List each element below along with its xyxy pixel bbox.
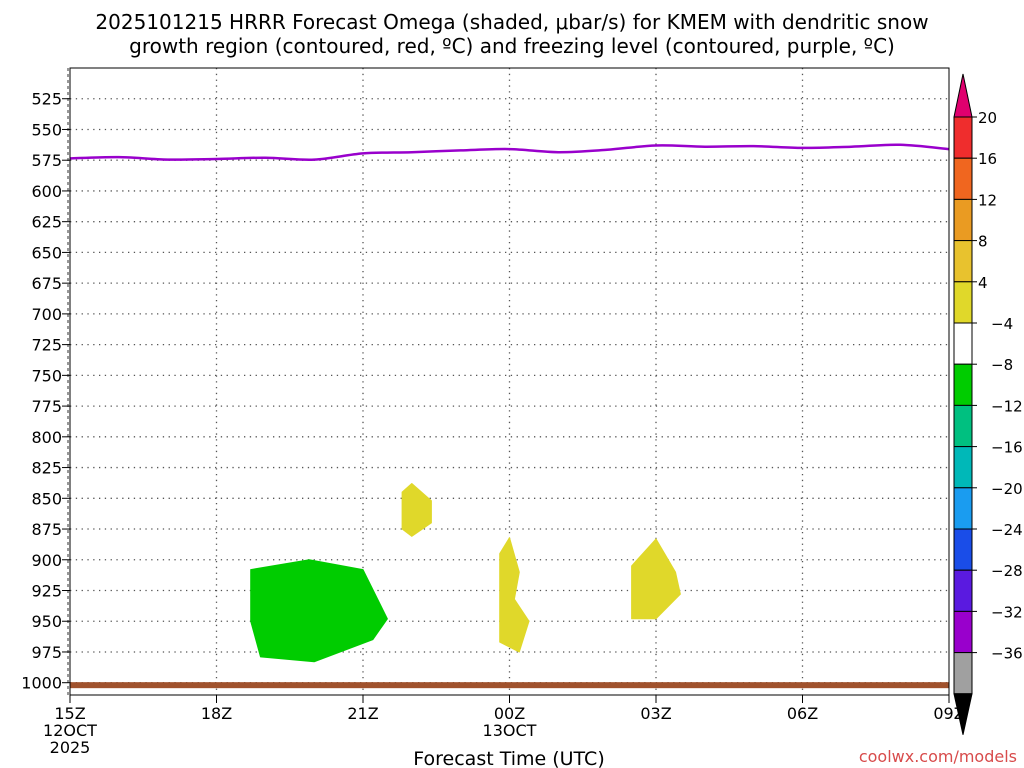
- colorbar-segment-11: [953, 569, 973, 612]
- freezing-level-contour: [69, 143, 950, 161]
- chart-title-line-1: 2025101215 HRRR Forecast Omega (shaded, …: [95, 10, 928, 34]
- y-tick-label-525: 525: [31, 90, 62, 109]
- colorbar-segment-1: [953, 157, 973, 200]
- y-tick-label-725: 725: [31, 336, 62, 355]
- gridlines: [67, 68, 949, 695]
- colorbar-label-4: 4: [978, 274, 988, 292]
- surface-band-fill: [70, 682, 949, 689]
- x-tick-label-15-0: 06Z: [787, 704, 818, 723]
- y-tick-label-1000: 1000: [21, 674, 62, 693]
- y-tick-label-850: 850: [31, 489, 62, 508]
- colorbar-segment-12: [953, 610, 973, 654]
- colorbar: 20 16 12 8 4 −4 −8 −12 −16 −20 −24 −28 −32 −36: [953, 73, 1023, 735]
- colorbar-label-8: −16: [991, 439, 1023, 457]
- y-tick-label-675: 675: [31, 274, 62, 293]
- y-tick-label-900: 900: [31, 551, 62, 570]
- colorbar-top-arrow: [953, 73, 973, 118]
- colorbar-label-9: −20: [991, 480, 1023, 498]
- colorbar-segment-3: [953, 240, 973, 283]
- colorbar-segment-13: [953, 652, 973, 695]
- colorbar-segment-0: [953, 116, 973, 159]
- omega-region-3: [499, 537, 530, 653]
- chart-title-line-2: growth region (contoured, red, ºC) and f…: [129, 34, 895, 58]
- colorbar-label-6: −8: [991, 356, 1013, 374]
- y-tick-label-800: 800: [31, 428, 62, 447]
- site-credit: coolwx.com/models: [859, 747, 1017, 766]
- x-tick-label-6-0: 21Z: [347, 704, 378, 723]
- y-tick-label-875: 875: [31, 520, 62, 539]
- colorbar-label-3: 8: [978, 233, 988, 251]
- colorbar-label-10: −24: [991, 521, 1023, 539]
- x-tick-label-0-2: 2025: [50, 738, 91, 757]
- colorbar-segment-2: [953, 198, 973, 242]
- omega-regions: [250, 483, 681, 663]
- y-tick-label-975: 975: [31, 643, 62, 662]
- colorbar-label-1: 16: [978, 150, 997, 168]
- y-tick-label-825: 825: [31, 459, 62, 478]
- y-tick-label-600: 600: [31, 182, 62, 201]
- y-tick-label-575: 575: [31, 151, 62, 170]
- colorbar-bottom-arrow: [953, 693, 973, 735]
- x-tick-label-9-1: 13OCT: [483, 721, 537, 740]
- x-tick-label-3-0: 18Z: [201, 704, 232, 723]
- colorbar-segment-4: [953, 281, 973, 324]
- colorbar-segment-5: [953, 322, 973, 365]
- y-tick-label-700: 700: [31, 305, 62, 324]
- colorbar-segment-8: [953, 446, 973, 489]
- surface-band: [70, 682, 949, 689]
- colorbar-label-5: −4: [991, 315, 1013, 333]
- omega-region-4: [631, 538, 681, 620]
- y-tick-label-550: 550: [31, 120, 62, 139]
- colorbar-label-13: −36: [991, 645, 1023, 663]
- x-tick-label-0-1: 12OCT: [43, 721, 97, 740]
- colorbar-segment-10: [953, 528, 973, 571]
- freezing-level-line: [69, 143, 950, 161]
- colorbar-segment-9: [953, 487, 973, 530]
- x-tick-label-0-0: 15Z: [54, 704, 85, 723]
- y-tick-label-775: 775: [31, 397, 62, 416]
- y-axis-ticks: 525 550 575 600 625 650 675 700 725 750 775 800 825 8…: [21, 90, 70, 693]
- x-tick-label-9-0: 00Z: [494, 704, 525, 723]
- colorbar-segment-7: [953, 404, 973, 448]
- x-tick-label-12-0: 03Z: [640, 704, 671, 723]
- colorbar-label-11: −28: [991, 562, 1023, 580]
- y-tick-label-750: 750: [31, 366, 62, 385]
- colorbar-label-0: 20: [978, 109, 997, 127]
- omega-region-1: [250, 559, 388, 663]
- colorbar-segment-6: [953, 363, 973, 406]
- y-tick-label-650: 650: [31, 243, 62, 262]
- x-axis-label: Forecast Time (UTC): [413, 748, 604, 768]
- omega-region-2: [401, 483, 432, 537]
- colorbar-label-2: 12: [978, 191, 997, 209]
- y-tick-label-950: 950: [31, 612, 62, 631]
- colorbar-label-12: −32: [991, 603, 1023, 621]
- colorbar-label-7: −12: [991, 397, 1023, 415]
- y-tick-label-625: 625: [31, 213, 62, 232]
- y-tick-label-925: 925: [31, 582, 62, 601]
